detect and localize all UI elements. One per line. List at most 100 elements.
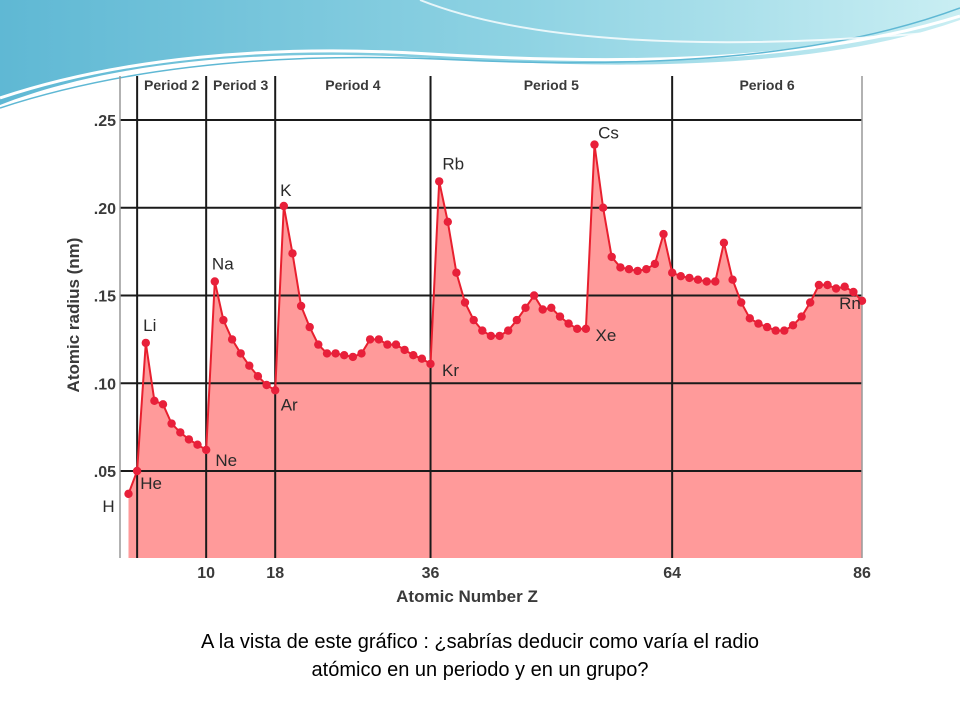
data-point: [685, 273, 694, 283]
data-point: [288, 249, 297, 258]
data-point: [745, 314, 754, 323]
period-label: Period 3: [213, 77, 268, 93]
data-point: [857, 296, 867, 305]
data-point: [262, 380, 271, 390]
data-point: [365, 335, 375, 344]
data-point: [728, 275, 737, 284]
data-point: [409, 351, 418, 360]
data-point: [504, 326, 513, 335]
slide-header-decoration: [0, 0, 960, 109]
data-point: [340, 351, 349, 360]
data-point: [426, 359, 435, 369]
data-point: [460, 298, 470, 307]
element-label: Rb: [442, 154, 464, 173]
y-tick-label: .15: [94, 289, 116, 306]
data-point: [598, 203, 608, 212]
chart-svg: Period 2 Period 3 Period 4 Period 5 Period 6…: [64, 76, 871, 606]
y-tick-label: .10: [94, 376, 116, 393]
data-point: [719, 238, 729, 247]
data-point: [400, 345, 409, 355]
element-label: Rn: [839, 294, 861, 313]
y-tick-label: .25: [94, 113, 116, 130]
data-point: [564, 319, 573, 328]
element-label: Ne: [215, 451, 237, 470]
data-point: [184, 435, 194, 444]
data-point: [538, 305, 547, 314]
data-point: [478, 326, 487, 335]
data-point: [693, 275, 703, 284]
data-point: [193, 440, 202, 449]
element-label: Na: [212, 255, 234, 274]
data-point: [780, 326, 789, 335]
data-point: [296, 301, 306, 311]
y-axis-label: Atomic radius (nm): [64, 238, 83, 393]
data-point: [702, 277, 711, 286]
atomic-radius-chart: Period 2 Period 3 Period 4 Period 5 Period 6…: [64, 76, 871, 606]
data-point: [357, 349, 366, 358]
data-point: [331, 349, 340, 358]
data-point: [236, 349, 245, 358]
data-point: [529, 291, 539, 300]
data-point: [547, 303, 556, 312]
data-point: [521, 303, 530, 312]
data-point: [668, 268, 677, 277]
data-point: [814, 280, 824, 290]
data-point: [383, 340, 392, 349]
data-point: [581, 324, 591, 333]
data-point: [607, 252, 616, 262]
data-point: [435, 177, 444, 186]
data-point: [245, 361, 254, 370]
data-point: [573, 324, 582, 333]
data-point: [737, 298, 746, 307]
data-point: [452, 268, 461, 277]
data-point: [512, 315, 521, 325]
data-point: [555, 312, 565, 321]
data-point: [642, 265, 651, 274]
period-label: Period 2: [144, 77, 199, 93]
data-point: [754, 319, 763, 328]
element-label: Li: [143, 316, 156, 335]
data-point: [167, 419, 176, 428]
element-label: Ar: [281, 395, 298, 414]
element-label: Kr: [442, 361, 459, 380]
data-point: [124, 489, 133, 498]
data-point: [633, 266, 642, 276]
data-point: [676, 272, 685, 281]
x-tick-label: 18: [266, 565, 284, 582]
data-point: [443, 217, 452, 226]
data-point: [210, 277, 219, 286]
x-tick-label: 64: [663, 565, 681, 582]
data-point: [227, 335, 237, 344]
element-label: He: [140, 474, 162, 493]
data-point: [150, 396, 159, 405]
element-label: Cs: [598, 124, 619, 143]
data-point: [849, 287, 858, 297]
data-point: [624, 265, 634, 274]
y-tick-label: .20: [94, 201, 116, 218]
data-point: [797, 312, 806, 321]
data-point: [762, 322, 772, 332]
element-label: Xe: [596, 326, 617, 345]
area-fill: [128, 144, 862, 558]
data-point: [659, 229, 668, 239]
x-axis-label: Atomic Number Z: [396, 587, 538, 606]
period-label: Period 4: [325, 77, 380, 93]
x-tick-label: 36: [422, 565, 440, 582]
data-point: [391, 340, 401, 349]
data-point: [823, 280, 832, 290]
element-label: K: [280, 181, 292, 200]
data-point: [314, 340, 323, 349]
data-point: [771, 326, 780, 335]
data-point: [271, 386, 280, 395]
caption-line-2: atómico en un periodo y en un grupo?: [311, 659, 649, 681]
data-point: [616, 263, 625, 272]
data-point: [219, 315, 228, 325]
data-point: [348, 352, 358, 362]
data-point: [279, 201, 288, 211]
caption-line-1: A la vista de este gráfico : ¿sabrías de…: [200, 631, 760, 653]
data-point: [141, 338, 150, 348]
x-tick-label: 86: [853, 565, 871, 582]
x-tick-label: 10: [197, 565, 215, 582]
data-point: [132, 466, 142, 476]
data-point: [806, 298, 815, 307]
